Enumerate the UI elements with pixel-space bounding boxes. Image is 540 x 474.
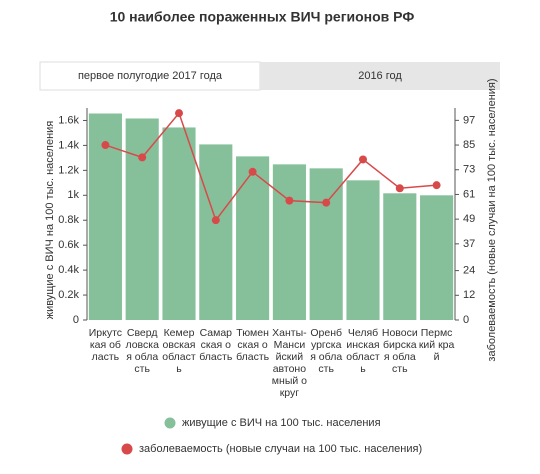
legend-marker (164, 417, 176, 429)
chart-title: 10 наиболее пораженных ВИЧ регионов РФ (110, 9, 415, 25)
x-tick-label: Оренбургская область (310, 327, 343, 375)
y2-tick-label: 73 (463, 164, 475, 176)
point (175, 109, 183, 118)
x-tick-label: Тюменская область (236, 327, 270, 363)
point (432, 181, 441, 190)
tab-bg (260, 62, 500, 90)
x-tick-label: Ханты-Мансийский автономный округ (271, 327, 307, 399)
x-tick-label: Свердловская область (125, 327, 159, 375)
y2-tick-label: 97 (463, 114, 475, 126)
y2-tick-label: 61 (463, 188, 475, 200)
bar (420, 195, 454, 320)
x-tick-label: Челябинская область (346, 327, 380, 375)
point (359, 155, 367, 164)
y-tick-label: 1.4k (58, 139, 79, 151)
x-tick-label: Иркутская область (88, 327, 123, 363)
y2-tick-label: 85 (463, 139, 475, 151)
x-tick-label: Кемеровская область (162, 327, 196, 375)
y-tick-label: 0.8k (58, 214, 79, 226)
point (395, 184, 404, 193)
y-tick-label: 0.6k (58, 239, 79, 251)
y2-tick-label: 49 (463, 213, 475, 225)
line (105, 111, 437, 222)
y-tick-label: 1.6k (58, 114, 79, 126)
y2-axis-label: заболеваемость (новые случаи на 100 тыс.… (486, 78, 498, 361)
point (211, 216, 220, 225)
point (248, 167, 257, 176)
legend-label: заболеваемость (новые случаи на 100 тыс.… (139, 443, 422, 455)
y-tick-label: 1.2k (58, 164, 79, 176)
y2-tick-label: 37 (463, 238, 475, 250)
point (322, 198, 331, 207)
x-tick-label: Пермский край (418, 327, 455, 363)
y-tick-label: 0.2k (58, 289, 79, 301)
tab-bg-active (39, 61, 261, 91)
y-axis-label: живущие с ВИЧ на 100 тыс. населения (44, 121, 56, 320)
bar (162, 127, 196, 320)
legend-label: живущие с ВИЧ на 100 тыс. населения (182, 417, 381, 429)
y2-tick-label: 12 (463, 289, 475, 301)
y2-tick-label: 24 (463, 265, 475, 277)
y2-tick-label: 0 (463, 314, 469, 326)
tab[interactable]: 2016 год (358, 70, 402, 82)
y-tick-label: 1k (67, 189, 79, 201)
bar (383, 193, 417, 320)
y-tick-label: 0.4k (58, 264, 79, 276)
bar (236, 156, 270, 320)
bar (346, 180, 380, 320)
y-tick-label: 0 (73, 314, 79, 326)
point (285, 196, 294, 205)
legend-marker (121, 443, 133, 455)
bar (272, 164, 306, 320)
point (101, 141, 110, 150)
bar (309, 168, 343, 320)
x-tick-label: Новосибирская область (381, 327, 418, 375)
tab[interactable]: первое полугодие 2017 года (77, 70, 223, 82)
bar (125, 118, 159, 320)
point (138, 153, 147, 162)
x-tick-label: Самарская область (199, 327, 233, 363)
bar (199, 144, 233, 320)
